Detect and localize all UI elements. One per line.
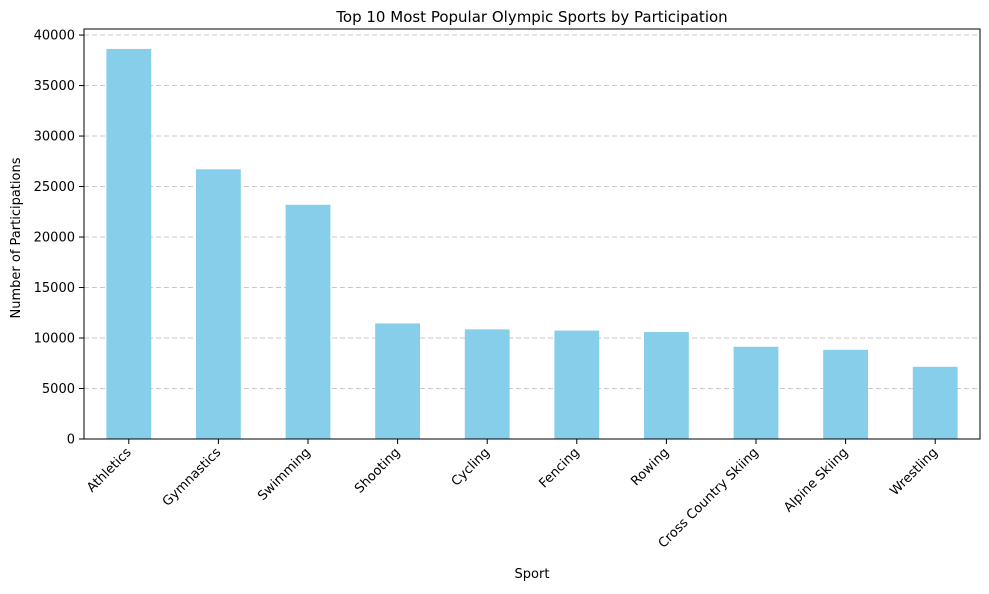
y-tick-label: 10000: [34, 332, 75, 347]
bar-cross-country-skiing: [733, 346, 779, 439]
x-tick-label: Wrestling: [887, 445, 941, 499]
x-tick-label: Fencing: [536, 445, 582, 491]
plot-frame: [83, 28, 981, 440]
x-tick-label: Shooting: [352, 445, 403, 496]
x-ticks: Athletics Gymnastics Swimming Shooting Cycli…: [84, 439, 941, 551]
y-tick-label: 0: [67, 433, 75, 448]
x-axis-title: Sport: [515, 567, 550, 582]
y-axis-title: Number of Participations: [9, 157, 24, 318]
bar-athletics: [106, 48, 152, 439]
axes: [83, 28, 981, 440]
y-tick-label: 5000: [42, 382, 75, 397]
x-tick-label: Alpine Skiing: [781, 445, 851, 515]
bar-gymnastics: [196, 169, 241, 439]
bar-cycling: [464, 329, 510, 439]
y-tick-label: 30000: [34, 130, 75, 145]
bar-swimming: [285, 204, 331, 439]
bar-rowing: [644, 332, 689, 439]
chart-title: Top 10 Most Popular Olympic Sports by Pa…: [335, 8, 727, 26]
y-ticks: 0 5000 10000 15000 20000 25000 30000 35000 40000: [34, 29, 84, 448]
x-tick-label: Swimming: [255, 445, 314, 504]
x-tick-label: Cycling: [449, 445, 493, 489]
x-tick-label: Athletics: [84, 445, 135, 496]
x-tick-label: Cross Country Skiing: [656, 445, 762, 551]
x-tick-label: Gymnastics: [160, 445, 225, 510]
bar-fencing: [554, 330, 600, 439]
gridlines: [84, 34, 980, 390]
bars: [106, 48, 958, 439]
bar-shooting: [375, 323, 420, 439]
x-tick-label: Rowing: [628, 445, 672, 489]
bar-alpine-skiing: [823, 349, 868, 439]
y-tick-label: 25000: [34, 180, 75, 195]
y-tick-label: 35000: [34, 79, 75, 94]
y-tick-label: 20000: [34, 231, 75, 246]
bar-wrestling: [912, 366, 958, 439]
y-tick-label: 40000: [34, 29, 75, 44]
y-tick-label: 15000: [34, 281, 75, 296]
